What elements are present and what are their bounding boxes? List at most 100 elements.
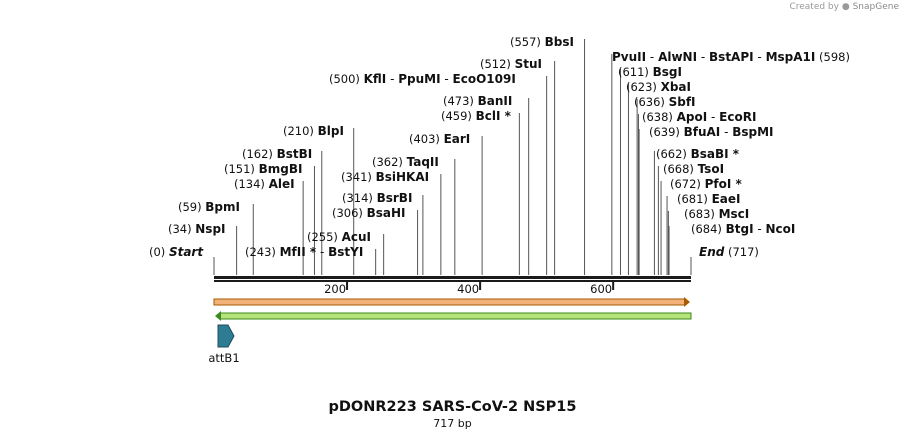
site-label: (151) BmgBI [224,162,302,176]
site-alei[interactable]: (134) AleI [234,177,304,275]
watermark-brand: SnapGene [852,2,899,12]
site-label: (306) BsaHI [332,206,406,220]
snapgene-logo-icon: ● [841,2,850,12]
site-label: (672) PfoI * [670,177,742,191]
enzyme-name: BsaHI [367,206,406,220]
site-bsrbi[interactable]: (314) BsrBI [342,191,424,275]
site-bfuai[interactable]: (639) BfuAI - BspMI [638,125,774,275]
site-position: (681) [677,192,712,206]
enzyme-name: StuI [515,57,542,71]
feature-attb1[interactable]: attB1 [208,324,240,365]
site-separator: - [646,50,658,64]
site-nspi[interactable]: (34) NspI [168,222,238,275]
site-bsihkai[interactable]: (341) BsiHKAI [341,170,442,275]
site-stui[interactable]: (512) StuI [480,57,556,275]
site-position: (341) [341,170,376,184]
plasmid-name: pDONR223 SARS-CoV-2 NSP15 [328,399,577,415]
site-banii[interactable]: (473) BanII [443,94,530,275]
site-label: (684) BtgI - NcoI [691,222,795,236]
site-position: (314) [342,191,377,205]
site-bcli[interactable]: (459) BclI * [441,109,520,275]
ruler-tick-label: 600 [590,282,612,296]
site-separator: - [707,110,719,124]
site-btgi[interactable]: (684) BtgI - NcoI [668,222,795,275]
site-label: (623) XbaI [626,80,691,94]
site-label: (341) BsiHKAI [341,170,429,184]
site-apoi[interactable]: (638) ApoI - EcoRI [637,110,756,275]
enzyme-name: EaeI [712,192,741,206]
enzyme-name: EarI [444,132,471,146]
feature-forward-arrow[interactable] [213,297,690,307]
site-separator: - [441,72,453,86]
site-label: (162) BstBI [242,147,312,161]
site-position: (403) [409,132,444,146]
site-bpmi[interactable]: (59) BpmI [178,200,254,275]
site-label: (683) MscI [684,207,749,221]
enzyme-name: BsgI [653,65,682,79]
attb1-arrow-icon [217,324,235,348]
site-sbfi[interactable]: (636) SbfI [634,95,696,275]
site-position: (134) [234,177,269,191]
site-bsabi[interactable]: (662) BsaBI * [653,147,740,275]
enzyme-name: KflI [364,72,387,86]
site-bmgbi[interactable]: (151) BmgBI [224,162,315,275]
site-eari[interactable]: (403) EarI [409,132,483,275]
site-position: (683) [684,207,719,221]
site-taqii[interactable]: (362) TaqII [372,155,456,275]
site-label: (512) StuI [480,57,542,71]
site-pvuii[interactable]: PvuII - AlwNI - BstAPI - MspA1I (598) [611,50,850,275]
site-eaei[interactable]: (681) EaeI [666,192,741,275]
site-bbsi[interactable]: (557) BbsI [510,35,586,275]
site-separator: - [316,245,328,259]
site-blpi[interactable]: (210) BlpI [283,124,355,275]
site-acui[interactable]: (255) AcuI [307,230,385,275]
enzyme-name: BtgI [726,222,754,236]
site-position: (59) [178,200,205,214]
site-position: (243) [245,245,280,259]
site-bsahi[interactable]: (306) BsaHI [332,206,419,275]
site-position: (210) [283,124,318,138]
site-mfii[interactable]: (243) MfII * - BstYI [245,245,377,275]
site-position: (672) [670,177,705,191]
site-bsgi[interactable]: (611) BsgI [618,65,682,275]
site-separator: - [697,50,709,64]
site-label: (557) BbsI [510,35,574,49]
site-xbai[interactable]: (623) XbaI [626,80,691,275]
end-text: End [699,245,725,259]
enzyme-name: SbfI [669,95,696,109]
enzyme-name: BspMI [732,125,773,139]
end-label: End (717) [699,245,759,259]
feature-reverse-arrow[interactable] [215,311,692,321]
site-label: (668) TsoI [663,162,724,176]
plasmid-length: 717 bp [433,417,472,430]
site-position: (473) [443,94,478,108]
site-kfli[interactable]: (500) KflI - PpuMI - EcoO109I [329,72,548,275]
enzyme-name: ApoI [677,110,708,124]
site-bstbi[interactable]: (162) BstBI [242,147,323,275]
enzyme-name: AcuI [342,230,371,244]
enzyme-name: BlpI [318,124,344,138]
site-position: (162) [242,147,277,161]
watermark-prefix: Created by [789,2,839,12]
enzyme-name: AleI [269,177,295,191]
site-position: (151) [224,162,259,176]
end-position: (717) [724,245,759,259]
site-label: (473) BanII [443,94,512,108]
attb1-label: attB1 [208,351,239,365]
site-position: (639) [649,125,684,139]
enzyme-name: BstBI [277,147,313,161]
site-position: (684) [691,222,726,236]
site-separator: - [754,222,766,236]
site-msci[interactable]: (683) MscI [667,207,749,275]
enzyme-name: BfuAI [684,125,721,139]
site-label: (611) BsgI [618,65,682,79]
enzyme-name: BsrBI [377,191,413,205]
site-pfoi[interactable]: (672) PfoI * [660,177,742,275]
backbone-top [214,276,691,279]
site-label: (314) BsrBI [342,191,412,205]
site-tsoi[interactable]: (668) TsoI [657,162,724,275]
enzyme-name: BstYI [328,245,363,259]
enzyme-name: BstAPI [709,50,754,64]
site-position: (662) [656,147,691,161]
